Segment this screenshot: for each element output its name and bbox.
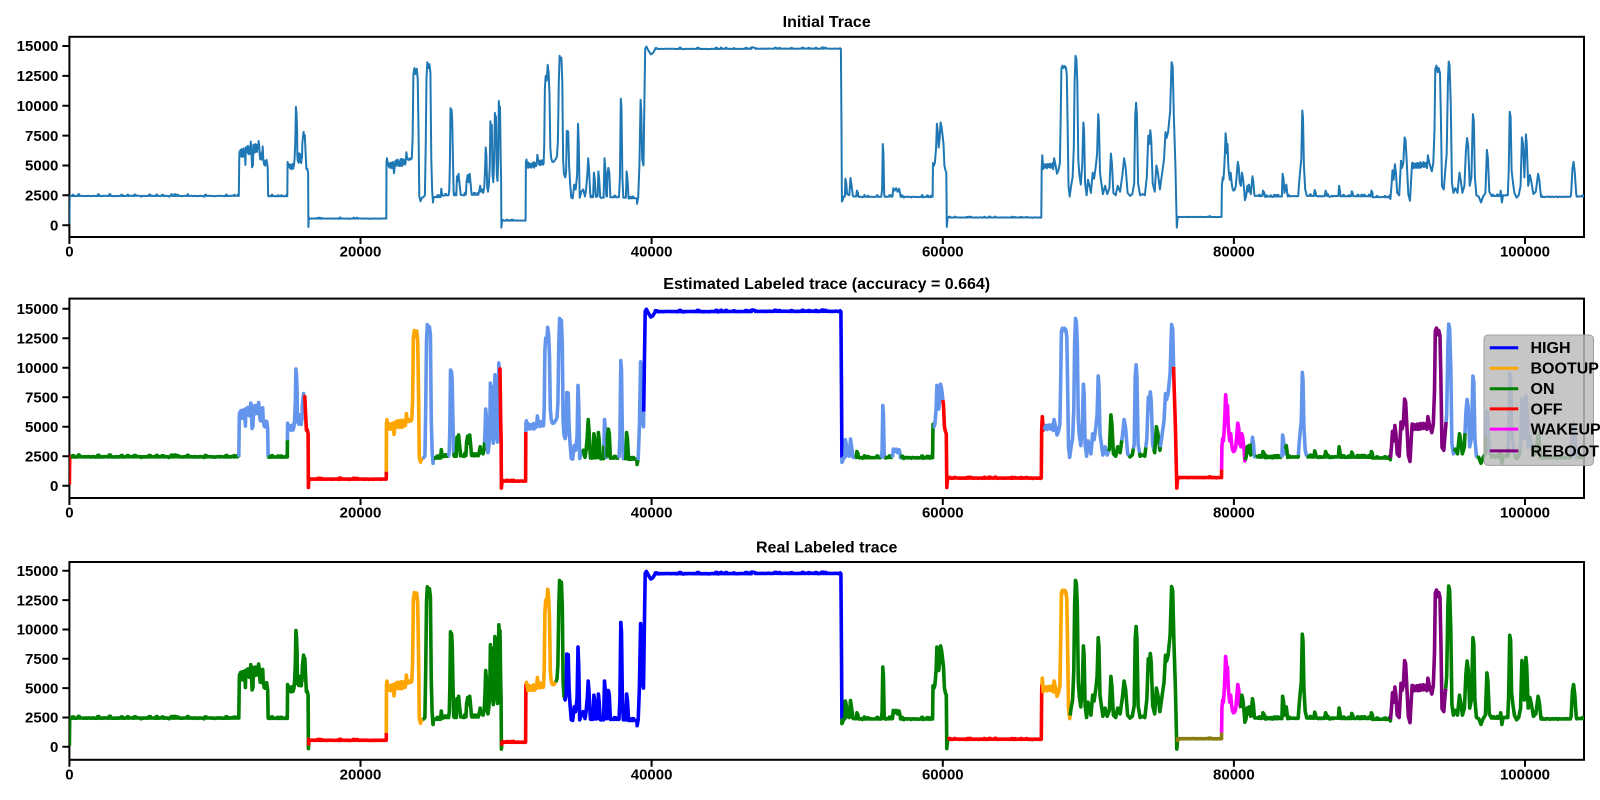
svg-text:40000: 40000	[631, 766, 673, 783]
svg-text:0: 0	[65, 244, 73, 261]
svg-text:7500: 7500	[25, 389, 58, 406]
svg-text:ON: ON	[1531, 381, 1555, 398]
svg-text:80000: 80000	[1213, 244, 1255, 261]
svg-text:60000: 60000	[922, 244, 964, 261]
svg-text:100000: 100000	[1500, 505, 1550, 522]
svg-text:20000: 20000	[340, 244, 382, 261]
svg-text:15000: 15000	[17, 301, 59, 318]
svg-text:12500: 12500	[17, 592, 59, 609]
svg-text:12500: 12500	[17, 330, 59, 347]
svg-text:WAKEUP: WAKEUP	[1531, 422, 1600, 439]
svg-text:12500: 12500	[17, 68, 59, 85]
svg-text:15000: 15000	[17, 563, 59, 580]
svg-text:80000: 80000	[1213, 766, 1255, 783]
svg-text:5000: 5000	[25, 158, 58, 175]
svg-text:2500: 2500	[25, 188, 58, 205]
svg-text:80000: 80000	[1213, 505, 1255, 522]
svg-text:0: 0	[50, 478, 58, 495]
svg-text:60000: 60000	[922, 505, 964, 522]
svg-text:0: 0	[50, 217, 58, 234]
svg-text:10000: 10000	[17, 360, 59, 377]
svg-text:2500: 2500	[25, 448, 58, 465]
svg-text:40000: 40000	[631, 244, 673, 261]
svg-text:15000: 15000	[17, 38, 59, 55]
svg-text:HIGH: HIGH	[1531, 340, 1571, 357]
svg-text:7500: 7500	[25, 128, 58, 145]
svg-text:0: 0	[65, 766, 73, 783]
svg-text:0: 0	[50, 739, 58, 756]
svg-text:60000: 60000	[922, 766, 964, 783]
svg-text:20000: 20000	[340, 505, 382, 522]
svg-text:40000: 40000	[631, 505, 673, 522]
svg-text:BOOTUP: BOOTUP	[1531, 361, 1600, 378]
svg-text:Initial Trace: Initial Trace	[783, 14, 871, 31]
svg-text:100000: 100000	[1500, 766, 1550, 783]
svg-text:10000: 10000	[17, 622, 59, 639]
svg-text:2500: 2500	[25, 710, 58, 727]
svg-text:5000: 5000	[25, 680, 58, 697]
svg-text:20000: 20000	[340, 766, 382, 783]
svg-text:Real Labeled trace: Real Labeled trace	[756, 540, 898, 557]
svg-text:7500: 7500	[25, 651, 58, 668]
svg-text:REBOOT: REBOOT	[1531, 443, 1600, 460]
svg-text:100000: 100000	[1500, 244, 1550, 261]
svg-text:OFF: OFF	[1531, 401, 1563, 418]
svg-text:5000: 5000	[25, 419, 58, 436]
svg-text:0: 0	[65, 505, 73, 522]
svg-text:Estimated Labeled trace (accur: Estimated Labeled trace (accuracy = 0.66…	[663, 276, 990, 293]
svg-text:10000: 10000	[17, 98, 59, 115]
